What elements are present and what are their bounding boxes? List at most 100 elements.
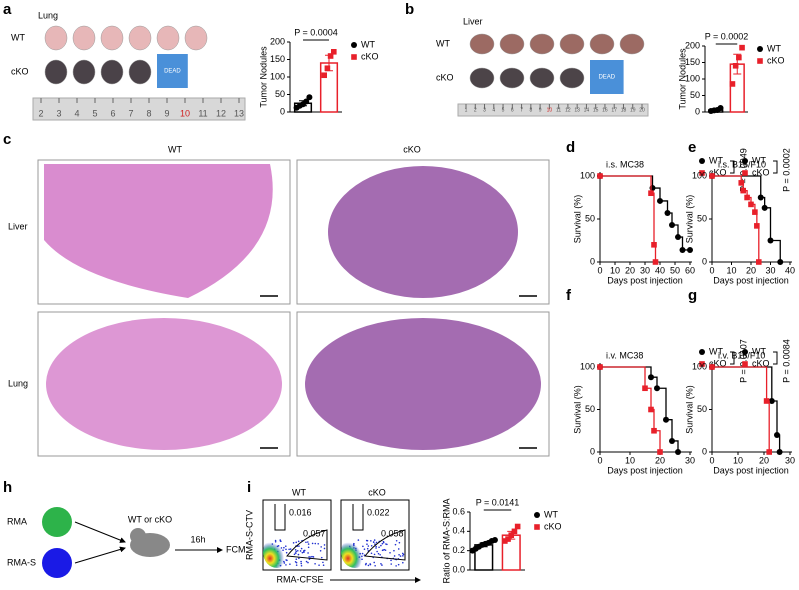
ruler-label: 9 bbox=[164, 108, 169, 118]
legend-marker bbox=[742, 361, 748, 367]
point bbox=[675, 449, 681, 455]
ruler-label: 13 bbox=[234, 108, 244, 118]
organ bbox=[559, 33, 585, 55]
survival-step bbox=[771, 400, 778, 435]
organ bbox=[619, 33, 645, 55]
survival-step bbox=[645, 387, 652, 410]
p-value: P = 0.0141 bbox=[476, 497, 520, 507]
x-tick-label: 20 bbox=[625, 265, 635, 275]
row-label: Liver bbox=[8, 221, 28, 231]
significance-bracket bbox=[730, 160, 735, 174]
legend-marker bbox=[699, 349, 705, 355]
flow-dot bbox=[383, 548, 386, 551]
flow-dot bbox=[300, 547, 303, 550]
point bbox=[739, 44, 745, 51]
tissue bbox=[44, 164, 273, 298]
flow-dot bbox=[393, 549, 395, 552]
ruler-label: 6 bbox=[110, 108, 115, 118]
ruler-label: 15 bbox=[593, 107, 599, 113]
ruler-label: 13 bbox=[574, 107, 580, 113]
y-tick-label: 50 bbox=[690, 90, 700, 100]
legend-marker bbox=[757, 58, 763, 64]
survival-step bbox=[766, 400, 770, 452]
p-value: P = 0.0002 bbox=[781, 148, 791, 192]
axis bbox=[599, 363, 692, 453]
organ bbox=[499, 33, 525, 55]
flow-xlabel: RMA-CFSE bbox=[277, 574, 324, 584]
flow-dot bbox=[370, 545, 373, 547]
y-axis-label: Ratio of RMA-S:RMA bbox=[441, 498, 451, 583]
flow-dot bbox=[307, 552, 309, 554]
y-tick-label: 50 bbox=[275, 89, 285, 99]
organ bbox=[469, 67, 495, 89]
survival-step bbox=[712, 175, 762, 198]
flow-dot bbox=[298, 545, 300, 547]
point bbox=[331, 49, 337, 55]
y-axis-label: Survival (%) bbox=[684, 385, 694, 434]
x-axis-label: Days post injection bbox=[607, 275, 683, 285]
flow-dot bbox=[322, 561, 324, 564]
panel-label: h bbox=[3, 479, 12, 496]
y-tick-label: 0 bbox=[695, 106, 700, 116]
flow-dot bbox=[398, 541, 401, 544]
dead-label: DEAD bbox=[164, 69, 181, 75]
ruler-label: 20 bbox=[639, 107, 645, 113]
flow-dot bbox=[399, 555, 402, 557]
flow-dot bbox=[397, 548, 400, 550]
survival-step bbox=[600, 366, 646, 389]
legend-marker bbox=[757, 46, 763, 52]
x-tick-label: 40 bbox=[655, 265, 665, 275]
point bbox=[776, 449, 783, 455]
ruler-label: 4 bbox=[492, 107, 495, 113]
flow-dot bbox=[297, 540, 300, 543]
x-tick-label: 20 bbox=[759, 455, 769, 465]
panel-label: i bbox=[247, 479, 251, 496]
legend-marker bbox=[742, 158, 748, 164]
y-axis-label: Survival (%) bbox=[684, 195, 694, 244]
survival-step bbox=[764, 207, 772, 241]
point bbox=[321, 72, 327, 79]
flow-dot bbox=[312, 555, 314, 558]
chart-title: i.s. MC38 bbox=[606, 159, 644, 169]
ruler-label: 2 bbox=[474, 107, 477, 113]
survival-step bbox=[667, 212, 673, 226]
flow-dot bbox=[320, 556, 323, 559]
y-tick-label: 0 bbox=[702, 256, 707, 266]
arrow bbox=[74, 546, 126, 564]
panel-label: c bbox=[3, 131, 11, 148]
flow-dot bbox=[300, 560, 302, 563]
point bbox=[491, 537, 498, 544]
flow-dot bbox=[395, 539, 398, 542]
gate-value: 0.057 bbox=[303, 528, 326, 538]
flow-dot bbox=[319, 550, 322, 552]
gate-value: 0.016 bbox=[289, 507, 312, 517]
flow-dot bbox=[299, 550, 302, 552]
survival-step bbox=[651, 376, 658, 389]
legend-label: WT bbox=[709, 155, 723, 165]
legend-marker bbox=[699, 170, 705, 176]
flow-dot bbox=[314, 562, 316, 565]
tissue-label: Lung bbox=[38, 10, 58, 20]
point bbox=[756, 259, 762, 265]
flow-dot bbox=[307, 541, 309, 543]
ruler-label: 3 bbox=[483, 107, 486, 113]
organ bbox=[156, 25, 180, 51]
organ bbox=[499, 67, 525, 89]
x-tick-label: 20 bbox=[655, 455, 665, 465]
ruler-label: 9 bbox=[539, 107, 542, 113]
organ bbox=[72, 25, 96, 51]
significance-bracket bbox=[730, 351, 735, 365]
flow-dot bbox=[381, 564, 383, 566]
ruler bbox=[457, 103, 649, 117]
flow-dot bbox=[374, 543, 376, 545]
tissue bbox=[46, 318, 282, 450]
cell-label: RMA bbox=[7, 516, 27, 526]
survival-step bbox=[666, 419, 673, 441]
cell bbox=[42, 548, 72, 578]
flow-dot bbox=[364, 563, 367, 566]
chart-title: i.v. B16/F10 bbox=[718, 350, 765, 360]
point bbox=[502, 538, 508, 544]
flow-dot bbox=[395, 565, 397, 567]
survival-step bbox=[654, 244, 657, 262]
